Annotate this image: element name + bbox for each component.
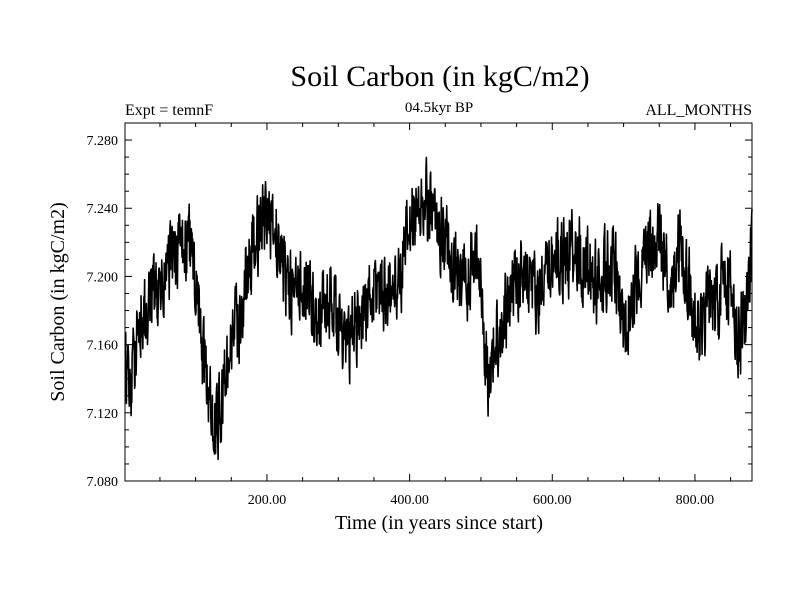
experiment-label: Expt = temnF [125,102,213,119]
x-tick-label: 400.00 [390,493,429,508]
y-tick-label: 7.080 [87,475,119,490]
y-axis: 7.080 7.120 7.160 7.200 7.240 7.280 [87,122,752,490]
series-line [124,156,753,461]
plot-frame [124,122,753,482]
x-tick-label: 200.00 [248,493,287,508]
y-tick-label: 7.240 [87,202,119,217]
x-axis-label: Time (in years since start) [335,512,543,534]
series-soil-carbon [124,156,753,461]
x-tick-label: 800.00 [676,493,715,508]
y-tick-label: 7.120 [87,407,119,422]
x-axis: 200.00 400.00 600.00 800.00 [159,123,732,508]
chart-title: Soil Carbon (in kgC/m2) [290,60,589,93]
y-tick-label: 7.200 [87,270,119,285]
months-label: ALL_MONTHS [645,102,752,119]
y-tick-label: 7.160 [87,339,119,354]
x-tick-label: 600.00 [533,493,572,508]
period-label: 04.5kyr BP [405,100,473,116]
y-tick-label: 7.280 [87,134,119,149]
y-axis-label: Soil Carbon (in kgC/m2) [47,202,69,401]
